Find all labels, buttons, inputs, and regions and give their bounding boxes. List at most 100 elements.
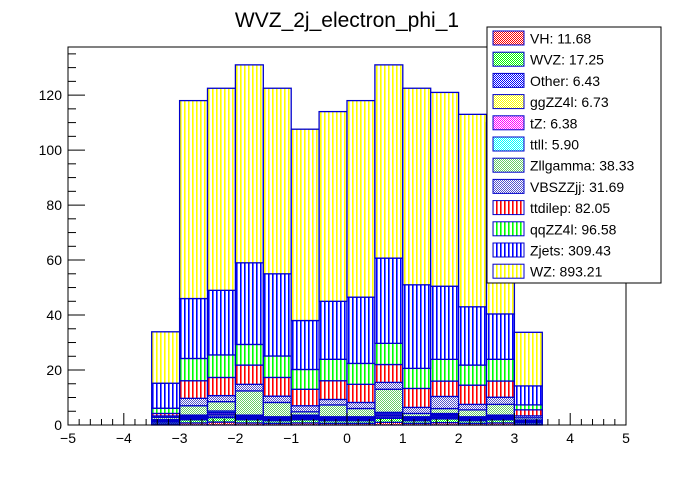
bar-VBSZZjj-bin-4 xyxy=(262,395,292,404)
legend-entry-ggZZ4l: ggZZ4l: 6.73 xyxy=(492,94,609,110)
legend-label: WZ: 893.21 xyxy=(530,264,603,280)
bar-WZ-bin-8 xyxy=(374,64,404,259)
y-tick-label: 100 xyxy=(39,142,63,158)
legend-box xyxy=(486,26,662,284)
y-tick-label: 0 xyxy=(54,417,62,433)
bar-qqZZ4l-bin-9 xyxy=(402,367,432,390)
bar-ttdilep-bin-7 xyxy=(346,383,376,404)
bar-Zjets-bin-12 xyxy=(485,313,516,360)
bar-ttdilep-bin-10 xyxy=(430,380,460,398)
x-tick-label: 1 xyxy=(399,430,407,446)
bar-Zllgamma-bin-2 xyxy=(206,401,237,412)
bar-qqZZ4l-bin-12 xyxy=(485,358,516,382)
x-tick-label: 4 xyxy=(566,430,574,446)
legend-swatch xyxy=(492,136,525,152)
legend-label: Zjets: 309.43 xyxy=(530,243,611,259)
bar-Zllgamma-bin-4 xyxy=(262,401,292,418)
legend-entry-WVZ: WVZ: 17.25 xyxy=(492,52,604,68)
y-tick-label: 60 xyxy=(46,252,62,268)
bar-WZ-bin-9 xyxy=(402,87,432,286)
bar-WZ-bin-5 xyxy=(290,128,320,322)
bar-ttdilep-bin-1 xyxy=(178,380,209,399)
legend-swatch xyxy=(492,242,525,258)
bar-VBSZZjj-bin-1 xyxy=(178,397,209,407)
bar-VBSZZjj-bin-7 xyxy=(346,401,376,410)
bar-WZ-bin-13 xyxy=(513,331,543,387)
bar-ttdilep-bin-4 xyxy=(262,376,292,397)
legend-swatch xyxy=(492,72,525,88)
legend-swatch xyxy=(492,157,525,173)
bar-Zjets-bin-0 xyxy=(151,382,181,409)
bar-Zjets-bin-8 xyxy=(374,257,404,345)
bar-ttdilep-bin-9 xyxy=(402,387,432,409)
bar-qqZZ4l-bin-0 xyxy=(151,407,181,415)
bar-Zllgamma-bin-1 xyxy=(178,405,209,416)
bar-Zllgamma-bin-7 xyxy=(346,407,376,418)
bar-Zjets-bin-1 xyxy=(178,297,209,360)
legend-label: ggZZ4l: 6.73 xyxy=(530,94,609,110)
legend-entry-tZ: tZ: 6.38 xyxy=(492,115,578,131)
bar-Zllgamma-bin-10 xyxy=(430,407,460,415)
bar-qqZZ4l-bin-5 xyxy=(290,368,320,390)
bar-VBSZZjj-bin-6 xyxy=(318,398,348,406)
bar-WZ-bin-6 xyxy=(318,110,348,302)
legend-swatch xyxy=(492,30,525,46)
legend-label: Zllgamma: 38.33 xyxy=(530,158,634,174)
bar-ttdilep-bin-5 xyxy=(290,388,320,407)
bar-VBSZZjj-bin-8 xyxy=(374,381,404,390)
bar-WZ-bin-0 xyxy=(151,331,181,384)
bar-WVZ-bin-2 xyxy=(206,416,237,423)
legend-entry-Other: Other: 6.43 xyxy=(492,72,600,89)
bar-Zllgamma-bin-12 xyxy=(485,403,516,416)
legend-label: VBSZZjj: 31.69 xyxy=(530,179,624,195)
bar-ttdilep-bin-3 xyxy=(234,364,264,385)
bar-qqZZ4l-bin-6 xyxy=(318,358,348,382)
legend-swatch xyxy=(492,200,525,216)
bar-qqZZ4l-bin-3 xyxy=(234,343,264,366)
legend: VH: 11.68 WVZ: 17.25 Other: 6.43 ggZZ4l: 6.… xyxy=(486,26,662,284)
bar-ttdilep-bin-2 xyxy=(206,376,237,397)
bar-Zjets-bin-11 xyxy=(457,306,488,366)
chart-title: WVZ_2j_electron_phi_1 xyxy=(235,9,459,32)
bar-WZ-bin-4 xyxy=(262,87,292,275)
bar-Zllgamma-bin-3 xyxy=(234,390,264,416)
legend-label: tZ: 6.38 xyxy=(530,115,578,131)
bar-WZ-bin-7 xyxy=(346,99,376,298)
bar-WZ-bin-3 xyxy=(234,64,264,264)
bar-ttdilep-bin-11 xyxy=(457,384,488,406)
legend-entry-ttdilep: ttdilep: 82.05 xyxy=(492,200,610,216)
x-tick-label: −4 xyxy=(116,430,132,446)
x-tick-label: −5 xyxy=(60,430,76,446)
bar-VBSZZjj-bin-5 xyxy=(290,405,320,413)
legend-label: WVZ: 17.25 xyxy=(530,52,604,68)
legend-entry-ttll: ttll: 5.90 xyxy=(492,136,579,153)
bar-Zjets-bin-3 xyxy=(234,262,264,346)
bars xyxy=(151,64,543,426)
bar-VBSZZjj-bin-10 xyxy=(430,395,460,410)
x-tick-label: −1 xyxy=(283,430,299,446)
bar-ttdilep-bin-12 xyxy=(485,380,516,398)
y-tick-label: 20 xyxy=(46,362,62,378)
axes: −5 −4 −3 −2 −1 0 1 2 3 4 5 0 20 40 60 80 100 120 xyxy=(39,53,630,446)
y-tick-label: 120 xyxy=(39,87,63,103)
bar-qqZZ4l-bin-7 xyxy=(346,362,376,385)
bar-qqZZ4l-bin-8 xyxy=(374,342,404,366)
x-tick-label: −2 xyxy=(227,430,243,446)
legend-label: qqZZ4l: 96.58 xyxy=(530,221,617,237)
legend-entry-Zllgamma: Zllgamma: 38.33 xyxy=(492,157,634,174)
bar-ttdilep-bin-13 xyxy=(513,409,543,417)
legend-entry-WZ: WZ: 893.21 xyxy=(492,263,603,280)
bar-VBSZZjj-bin-3 xyxy=(234,383,264,392)
x-tick-label: 5 xyxy=(622,430,630,446)
x-tick-label: 0 xyxy=(343,430,351,446)
legend-entry-qqZZ4l: qqZZ4l: 96.58 xyxy=(492,221,617,237)
x-tick-label: 2 xyxy=(455,430,463,446)
series-Zjets xyxy=(151,257,543,409)
bar-qqZZ4l-bin-2 xyxy=(206,354,237,379)
y-tick-label: 40 xyxy=(46,307,62,323)
x-tick-label: 3 xyxy=(511,430,519,446)
bar-qqZZ4l-bin-4 xyxy=(262,355,292,379)
legend-label: Other: 6.43 xyxy=(530,73,600,89)
bar-WZ-bin-10 xyxy=(430,91,460,287)
